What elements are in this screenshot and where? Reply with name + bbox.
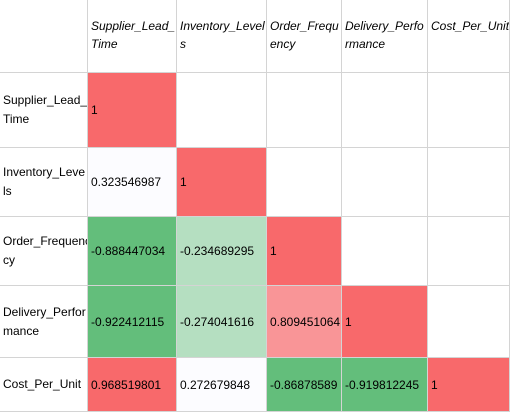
cell-r2-c3[interactable] xyxy=(342,217,428,286)
cell-r4-c4[interactable]: 1 xyxy=(428,358,510,412)
cell-r0-c0[interactable]: 1 xyxy=(88,73,177,148)
cell-r4-c3[interactable]: -0.919812245 xyxy=(342,358,428,412)
cell-r2-c0[interactable]: -0.888447034 xyxy=(88,217,177,286)
cell-r3-c1[interactable]: -0.274041616 xyxy=(177,286,267,358)
cell-r2-c4[interactable] xyxy=(428,217,510,286)
cell-r4-c0[interactable]: 0.968519801 xyxy=(88,358,177,412)
cell-r1-c4[interactable] xyxy=(428,148,510,217)
cell-r0-c3[interactable] xyxy=(342,73,428,148)
cell-r1-c0[interactable]: 0.323546987 xyxy=(88,148,177,217)
cell-r3-c4[interactable] xyxy=(428,286,510,358)
cell-r4-c1[interactable]: 0.272679848 xyxy=(177,358,267,412)
cell-r1-c3[interactable] xyxy=(342,148,428,217)
cell-r3-c2[interactable]: 0.809451064 xyxy=(267,286,342,358)
cell-r4-c2[interactable]: -0.86878589 xyxy=(267,358,342,412)
col-header-cost-per-unit[interactable]: Cost_Per_Unit xyxy=(428,0,510,73)
cell-r0-c4[interactable] xyxy=(428,73,510,148)
col-header-inventory-levels[interactable]: Inventory_Level s xyxy=(177,0,267,73)
cell-r2-c2[interactable]: 1 xyxy=(267,217,342,286)
corner-cell[interactable] xyxy=(0,0,88,73)
cell-r0-c1[interactable] xyxy=(177,73,267,148)
row-header-delivery-performance[interactable]: Delivery_Perfor mance xyxy=(0,286,88,358)
cell-r1-c2[interactable] xyxy=(267,148,342,217)
row-header-inventory-levels[interactable]: Inventory_Leve ls xyxy=(0,148,88,217)
cell-r1-c1[interactable]: 1 xyxy=(177,148,267,217)
cell-r0-c2[interactable] xyxy=(267,73,342,148)
row-header-supplier-lead-time[interactable]: Supplier_Lead_ Time xyxy=(0,73,88,148)
cell-r2-c1[interactable]: -0.234689295 xyxy=(177,217,267,286)
cell-r3-c0[interactable]: -0.922412115 xyxy=(88,286,177,358)
col-header-delivery-performance[interactable]: Delivery_Perfo rmance xyxy=(342,0,428,73)
cell-r3-c3[interactable]: 1 xyxy=(342,286,428,358)
row-header-order-frequency[interactable]: Order_Frequency cy xyxy=(0,217,88,286)
col-header-supplier-lead-time[interactable]: Supplier_Lead_ Time xyxy=(88,0,177,73)
row-header-cost-per-unit[interactable]: Cost_Per_Unit xyxy=(0,358,88,412)
col-header-order-frequency[interactable]: Order_Frequ ency xyxy=(267,0,342,73)
